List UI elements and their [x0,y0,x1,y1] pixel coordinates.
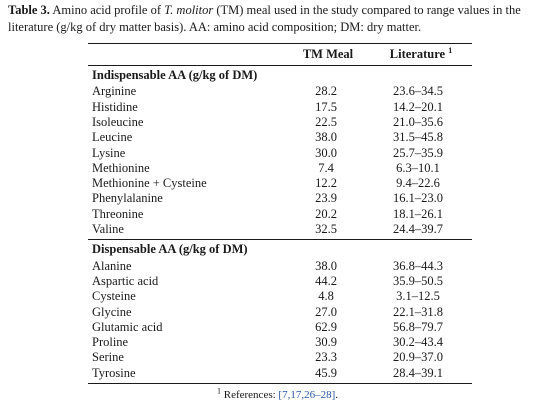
section-divider [88,239,472,241]
row-tm-value: 38.0 [315,130,337,145]
row-literature-range: 22.1–31.8 [393,304,443,319]
row-tm-value: 44.2 [315,273,337,288]
row-name: Alanine [92,258,132,273]
top-rule [88,43,472,44]
row-tm-value: 17.5 [315,99,337,114]
table-caption: Table 3. Amino acid profile of T. molito… [8,2,548,36]
row-name: Methionine [92,160,150,175]
row-literature-range: 18.1–26.1 [393,206,443,221]
row-tm-value: 7.4 [318,160,334,175]
header-tm-meal: TM Meal [302,47,354,61]
row-name: Valine [92,222,124,236]
row-literature-range: 56.8–79.7 [393,319,443,334]
row-literature-range: 21.0–35.6 [393,114,443,129]
row-tm-value: 28.2 [315,84,337,99]
row-name: Phenylalanine [92,191,163,206]
row-literature-range: 20.9–37.0 [393,350,443,365]
row-name: Lysine [92,145,126,160]
table-footnote: 1 References: [7,17,26–28]. [217,386,338,401]
row-name: Histidine [92,99,138,114]
caption-label: Table 3. [8,3,50,17]
row-name: Cysteine [92,289,136,304]
header-literature-sup: 1 [448,45,453,55]
row-literature-range: 3.1–12.5 [396,289,440,304]
row-tm-value: 23.3 [315,350,337,365]
row-name: Isoleucine [92,114,144,129]
caption-text-1: Amino acid profile of [49,3,165,17]
bottom-rule [88,383,472,384]
row-name: Methionine + Cysteine [92,176,207,191]
row-tm-value: 20.2 [315,206,337,221]
row-tm-value: 32.5 [315,222,337,236]
row-name: Proline [92,335,129,350]
caption-species: T. molitor [164,3,214,17]
row-literature-range: 16.1–23.0 [393,191,443,206]
row-name: Glycine [92,304,132,319]
row-name: Glutamic acid [92,319,163,334]
row-tm-value: 22.5 [315,114,337,129]
section-title: Dispensable AA (g/kg of DM) [92,242,248,257]
row-tm-value: 30.0 [315,145,337,160]
row-name: Serine [92,350,124,365]
row-tm-value: 38.0 [315,258,337,273]
row-name: Leucine [92,130,133,145]
row-literature-range: 23.6–34.5 [393,84,443,99]
footnote-label: References: [221,389,279,401]
row-literature-range: 35.9–50.5 [393,273,443,288]
caption-text-2: (TM) meal used in the study compared to … [8,3,521,34]
row-name: Threonine [92,206,144,221]
row-name: Tyrosine [92,365,136,380]
row-tm-value: 30.9 [315,335,337,350]
row-literature-range: 36.8–44.3 [393,258,443,273]
header-literature: Literature 1 [389,45,453,61]
row-tm-value: 45.9 [315,365,337,380]
row-tm-value: 4.8 [318,289,334,304]
row-literature-range: 28.4–39.1 [393,365,443,380]
row-literature-range: 9.4–22.6 [396,176,440,191]
header-rule [88,65,472,66]
row-literature-range: 31.5–45.8 [393,130,443,145]
row-literature-range: 14.2–20.1 [393,99,443,114]
section-title: Indispensable AA (g/kg of DM) [92,68,258,82]
row-tm-value: 27.0 [315,304,337,319]
row-literature-range: 25.7–35.9 [393,145,443,160]
row-tm-value: 62.9 [315,319,337,334]
row-tm-value: 12.2 [315,176,337,191]
row-literature-range: 24.4–39.7 [393,222,443,236]
row-literature-range: 30.2–43.4 [393,335,443,350]
row-literature-range: 6.3–10.1 [396,160,440,175]
footnote-references-link[interactable]: [7,17,26–28] [278,389,336,401]
footnote-sup: 1 [217,386,221,396]
row-name: Arginine [92,84,137,99]
row-tm-value: 23.9 [315,191,337,206]
row-name: Aspartic acid [92,273,159,288]
